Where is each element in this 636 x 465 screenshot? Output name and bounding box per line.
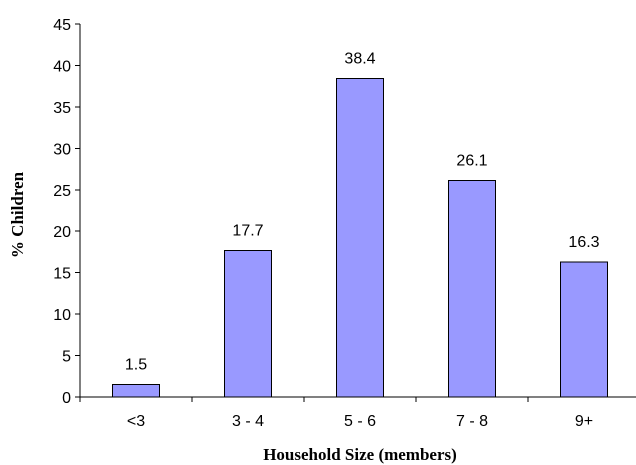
- data-label: 16.3: [568, 234, 599, 251]
- y-tick-label: 30: [53, 141, 71, 158]
- data-label: 38.4: [344, 51, 375, 68]
- x-axis-title: Household Size (members): [263, 445, 457, 464]
- x-tick-label: 7 - 8: [456, 413, 488, 430]
- y-axis: 0 5 10 15 20 25 30 35 40 45: [53, 17, 81, 407]
- y-tick-label: 35: [53, 100, 71, 117]
- y-tick-label: 0: [62, 390, 71, 407]
- data-label: 26.1: [456, 153, 487, 170]
- y-tick-label: 5: [62, 349, 71, 366]
- x-tick-label: 5 - 6: [344, 413, 376, 430]
- y-axis-title: % Children: [8, 171, 27, 258]
- bar: [224, 249, 272, 398]
- bar: [560, 261, 608, 398]
- data-label: 1.5: [125, 357, 147, 374]
- y-tick-label: 15: [53, 266, 71, 283]
- x-tick-label: 3 - 4: [232, 413, 264, 430]
- bar: [112, 384, 160, 398]
- bars: [112, 78, 608, 398]
- data-labels: 1.5 17.7 38.4 26.1 16.3: [125, 51, 600, 374]
- x-tick-label: 9+: [575, 413, 593, 430]
- bar: [336, 78, 384, 398]
- data-label: 17.7: [232, 222, 263, 239]
- bar: [448, 180, 496, 398]
- y-tick-label: 20: [53, 224, 71, 241]
- y-tick-label: 40: [53, 58, 71, 75]
- x-tick-label: <3: [127, 413, 145, 430]
- y-tick-label: 10: [53, 307, 71, 324]
- x-axis: <3 3 - 4 5 - 6 7 - 8 9+: [79, 396, 636, 430]
- y-tick-label: 45: [53, 17, 71, 34]
- y-tick-label: 25: [53, 183, 71, 200]
